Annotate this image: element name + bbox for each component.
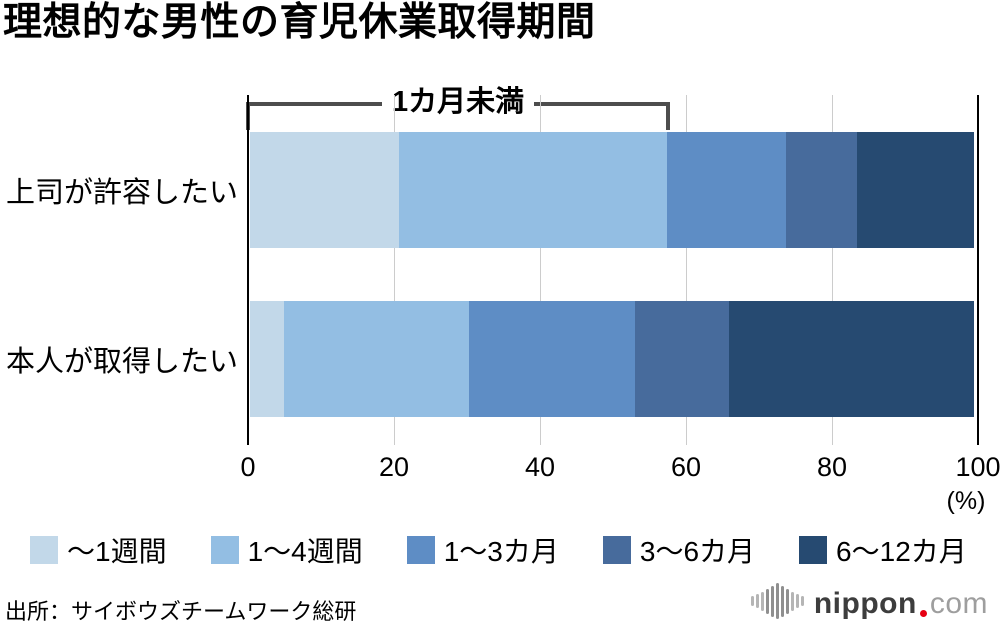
gridline bbox=[540, 95, 541, 445]
legend-label: 1～3カ月 bbox=[443, 536, 559, 567]
bar-segment bbox=[284, 301, 470, 417]
category-label-boss: 上司が許容したい bbox=[6, 177, 239, 209]
legend-label: 6～12カ月 bbox=[836, 536, 967, 567]
legend-item: 1～3カ月 bbox=[406, 530, 559, 570]
legend-label: 1～4週間 bbox=[247, 536, 363, 567]
bar-row-0 bbox=[250, 132, 974, 248]
category-label-self: 本人が取得したい bbox=[6, 346, 239, 378]
gridline bbox=[394, 95, 395, 445]
plot-area bbox=[247, 95, 979, 445]
x-tick-label: 60 bbox=[670, 452, 702, 482]
bar-row-1 bbox=[250, 301, 974, 417]
bar-segment bbox=[250, 301, 285, 417]
bar-segment bbox=[635, 301, 729, 417]
legend-label: ～1週間 bbox=[67, 536, 167, 567]
legend-label: 3～6カ月 bbox=[639, 536, 756, 567]
nippon-logo: nippon com bbox=[750, 582, 988, 620]
legend-item: 3～6カ月 bbox=[602, 530, 756, 570]
unit-label: (%) bbox=[946, 487, 986, 515]
legend-item: 1～4週間 bbox=[210, 530, 363, 570]
bar-segment bbox=[667, 132, 786, 248]
logo-text-nippon: nippon bbox=[813, 587, 917, 620]
annotation-label: 1カ月未満 bbox=[391, 85, 525, 118]
annotation-bracket: 1カ月未満 bbox=[246, 85, 671, 130]
source-text: 出所：サイボウズチームワーク総研 bbox=[5, 599, 357, 624]
right-boundary-line bbox=[977, 95, 979, 445]
soundwave-icon bbox=[750, 582, 804, 620]
x-tick-label: 20 bbox=[378, 452, 410, 482]
page-title: 理想的な男性の育児休業取得期間 bbox=[3, 1, 596, 44]
legend-item: 6～12カ月 bbox=[799, 530, 967, 570]
bar-segment bbox=[785, 132, 858, 248]
x-tick-label: 0 bbox=[240, 452, 256, 482]
bar-segment bbox=[857, 132, 974, 248]
x-tick-label: 100 bbox=[955, 452, 1000, 482]
legend-item: ～1週間 bbox=[30, 530, 167, 570]
logo-dot bbox=[919, 610, 927, 617]
x-tick-label: 80 bbox=[816, 452, 848, 482]
legend-swatch bbox=[210, 536, 239, 564]
x-tick-label: 40 bbox=[524, 452, 556, 482]
bracket-line-left bbox=[246, 102, 382, 106]
legend-swatch bbox=[799, 536, 828, 564]
logo-text-com: com bbox=[929, 587, 988, 620]
legend: ～1週間 1～4週間 1～3カ月 3～6カ月 6～12カ月 bbox=[30, 530, 967, 570]
legend-swatch bbox=[406, 536, 435, 564]
bar-segment bbox=[469, 301, 636, 417]
gridline bbox=[686, 95, 687, 445]
y-axis-line bbox=[247, 95, 249, 445]
gridline bbox=[832, 95, 833, 445]
bracket-right-tick bbox=[666, 102, 670, 130]
bar-segment bbox=[728, 301, 974, 417]
bar-segment bbox=[250, 132, 400, 248]
bracket-line-right bbox=[534, 102, 671, 106]
bar-segment bbox=[399, 132, 668, 248]
legend-swatch bbox=[602, 536, 631, 564]
legend-swatch bbox=[30, 536, 58, 564]
